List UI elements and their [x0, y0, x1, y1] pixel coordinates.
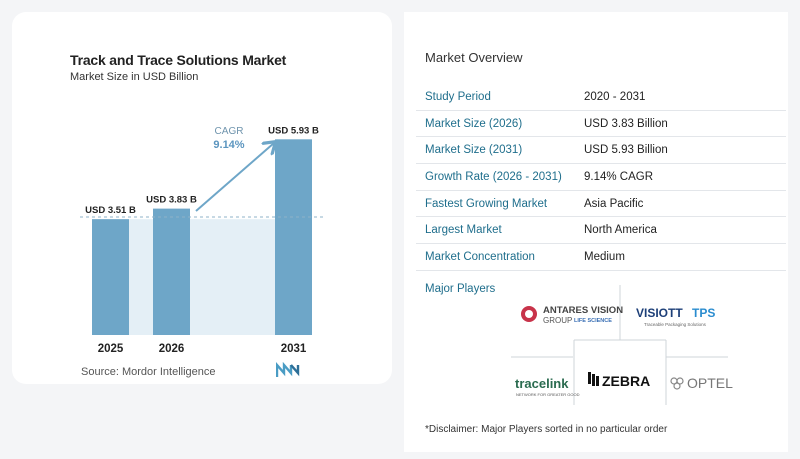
row-label: Growth Rate (2026 - 2031) [425, 170, 562, 183]
tracelink-name: tracelink [515, 376, 569, 391]
optel-mark-icon [670, 377, 684, 390]
major-players-title: Major Players [425, 283, 496, 295]
chart-subtitle: Market Size in USD Billion [70, 71, 199, 83]
visiott-tagline: Traceable Packaging Solutions [644, 322, 707, 327]
data-label-2026: USD 3.83 B [146, 195, 197, 206]
data-label-2025: USD 3.51 B [85, 205, 136, 216]
row-value: Asia Pacific [584, 197, 644, 210]
visiott-name: VISIOTT [636, 306, 683, 320]
optel-name: OPTEL [687, 375, 733, 391]
row-label: Market Size (2031) [425, 144, 523, 157]
row-value: USD 5.93 Billion [584, 144, 668, 157]
bar-chart: USD 3.51 B 2025 USD 3.83 B 2026 USD 5.93 B 20… [80, 125, 326, 355]
tracelink-logo: tracelink NETWORK FOR GREATER GOOD [515, 376, 580, 397]
antares-name: ANTARES VISION [543, 305, 623, 316]
source-text: Source: Mordor Intelligence [81, 366, 216, 378]
mordor-logo-icon [276, 362, 300, 377]
row-value: 9.14% CAGR [584, 170, 654, 183]
chart-title: Track and Trace Solutions Market [70, 52, 287, 68]
table-row: Market Concentration Medium [416, 244, 786, 271]
row-value: USD 3.83 Billion [584, 117, 668, 130]
disclaimer-text: *Disclaimer: Major Players sorted in no … [425, 424, 668, 435]
row-value: North America [584, 224, 657, 237]
antares-life-science: LIFE SCIENCE [574, 318, 612, 324]
row-label: Fastest Growing Market [425, 197, 548, 210]
row-label: Market Size (2026) [425, 117, 523, 130]
bar-2031 [275, 139, 312, 335]
table-row: Growth Rate (2026 - 2031) 9.14% CAGR [416, 164, 786, 191]
bar-2025 [92, 219, 129, 335]
optel-logo: OPTEL [670, 375, 733, 391]
row-label: Study Period [425, 90, 491, 103]
table-row: Largest Market North America [416, 217, 786, 245]
visiott-tps-logo: VISIOTT TPS Traceable Packaging Solution… [636, 306, 715, 327]
table-row: Market Size (2026) USD 3.83 Billion [416, 111, 786, 138]
x-tick-2025: 2025 [98, 343, 124, 355]
cagr-value: 9.14% [213, 139, 244, 151]
cagr-arrow [195, 143, 274, 212]
row-label: Market Concentration [425, 250, 535, 263]
overview-table: Study Period 2020 - 2031 Market Size (202… [416, 84, 786, 271]
tracelink-tagline: NETWORK FOR GREATER GOOD [516, 392, 580, 397]
overview-title: Market Overview [425, 50, 523, 65]
antares-vision-logo: ANTARES VISION GROUP LIFE SCIENCE [521, 305, 623, 325]
x-tick-2026: 2026 [159, 343, 185, 355]
row-label: Largest Market [425, 224, 502, 237]
row-value: Medium [584, 250, 625, 263]
table-row: Fastest Growing Market Asia Pacific [416, 191, 786, 218]
table-row: Study Period 2020 - 2031 [416, 84, 786, 111]
zebra-head-icon [588, 372, 599, 386]
visiott-tps: TPS [692, 306, 715, 320]
bar-2026 [153, 208, 190, 335]
zebra-name: ZEBRA [602, 373, 650, 389]
zebra-logo: ZEBRA [588, 372, 650, 389]
antares-group: GROUP [543, 316, 572, 325]
table-row: Market Size (2031) USD 5.93 Billion [416, 137, 786, 165]
data-label-2031: USD 5.93 B [268, 125, 319, 136]
cagr-label: CAGR [215, 126, 244, 137]
row-value: 2020 - 2031 [584, 90, 646, 103]
x-tick-2031: 2031 [281, 343, 307, 355]
